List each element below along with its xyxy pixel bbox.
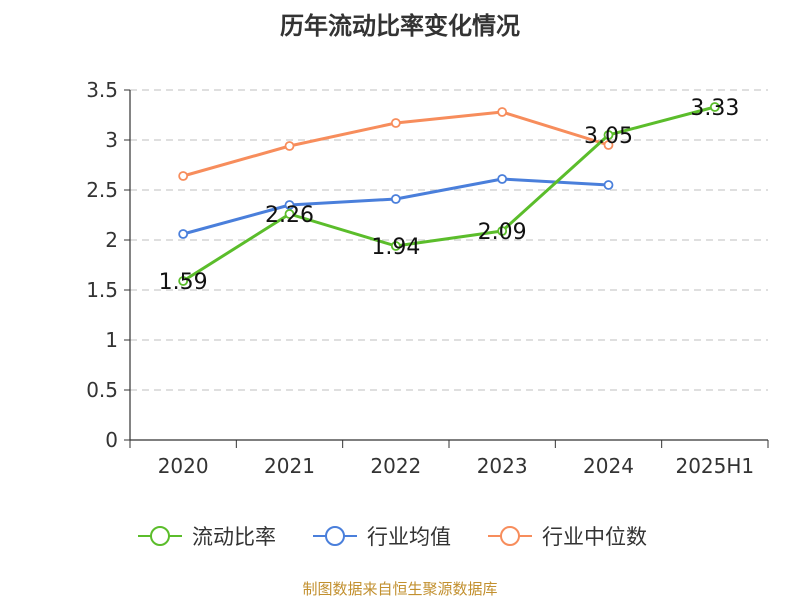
data-labels: 1.59 2.26 1.94 2.09 3.05 3.33 [159,96,740,295]
data-label: 2.09 [478,220,527,245]
data-point-industry_median [603,140,614,150]
data-point-industry_avg [178,229,189,239]
series-line-industry_avg [182,177,609,236]
legend-marker [150,526,170,546]
data-point-current_ratio [497,226,508,236]
data-point-current_ratio [709,102,720,112]
x-tick-label: 2021 [264,454,315,478]
x-tick-label: 2024 [583,454,634,478]
data-point-industry_median [390,118,401,128]
legend-label: 行业均值 [367,525,451,549]
legend-marker [325,526,345,546]
data-label: 1.59 [159,270,208,295]
data-point-industry_median [284,141,295,151]
legend-item-industry_avg: 行业均值 [313,525,451,549]
axes: 0 0.5 1 1.5 2 2.5 3 3.5 2020 2021 2022 2023 2024 2025… [86,78,769,478]
y-tick-label: 2.5 [86,178,118,202]
data-point-industry_avg [603,180,614,190]
y-tick-label: 2 [105,228,118,252]
y-tick-label: 0.5 [86,378,118,402]
y-tick-label: 1.5 [86,278,118,302]
y-tick-label: 0 [105,428,118,452]
legend-item-current_ratio: 流动比率 [138,525,276,549]
x-tick-label: 2020 [158,454,209,478]
data-label: 1.94 [371,235,420,260]
data-point-industry_median [497,107,508,117]
legend: 流动比率 行业均值 行业中位数 [138,525,647,549]
y-tick-label: 3 [105,128,118,152]
legend-label: 行业中位数 [542,525,647,549]
data-point-current_ratio [603,130,614,140]
data-point-industry_median [178,171,189,181]
x-tick-label: 2025H1 [675,454,754,478]
data-point-current_ratio [284,209,295,219]
series-line-current_ratio [182,105,716,283]
data-point-industry_avg [390,194,401,204]
data-point-industry_avg [284,200,295,210]
legend-label: 流动比率 [192,525,276,549]
legend-marker [500,526,520,546]
x-tick-label: 2022 [370,454,421,478]
y-tick-label: 3.5 [86,78,118,102]
x-tick-label: 2023 [477,454,528,478]
source-note: 制图数据来自恒生聚源数据库 [302,580,498,598]
data-label: 3.05 [584,124,633,149]
series-lines [178,102,720,286]
data-point-current_ratio [178,276,189,286]
y-tick-label: 1 [105,328,118,352]
data-label: 3.33 [690,96,739,121]
data-point-industry_avg [497,174,508,184]
data-point-current_ratio [390,241,401,251]
legend-item-industry_median: 行业中位数 [488,525,647,549]
data-label: 2.26 [265,203,314,228]
chart-title: 历年流动比率变化情况 [280,12,520,40]
